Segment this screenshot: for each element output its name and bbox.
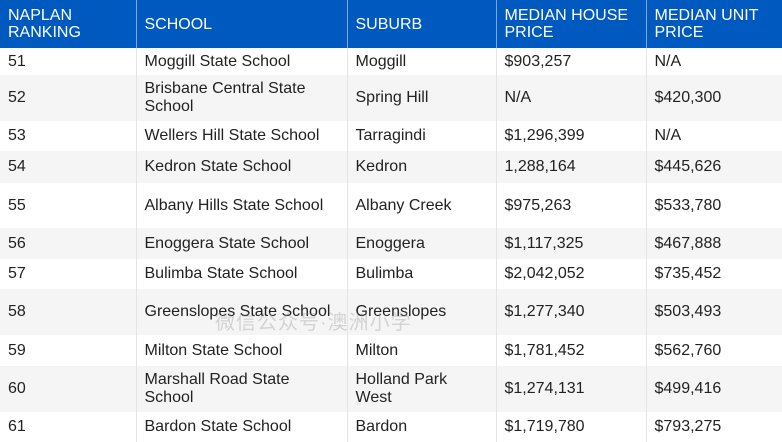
unit-price-cell: $445,626 [646,151,782,183]
unit-price-cell: $735,452 [646,259,782,289]
school-cell: Greenslopes State School [136,289,348,335]
table-row: 60 Marshall Road State School Holland Park… [0,366,782,412]
school-cell: Kedron State School [136,151,348,183]
school-cell: Brisbane Central State School [136,75,348,121]
house-price-cell: $1,296,399 [496,121,647,151]
table-row: 58 Greenslopes State School Greenslopes $1,… [0,289,782,335]
ranking-cell: 55 [0,183,137,228]
unit-price-cell: $467,888 [646,228,782,259]
table-row: 53 Wellers Hill State School Tarragindi $1,… [0,121,782,151]
header-suburb: SUBURB [347,0,497,48]
table-row: 51 Moggill State School Moggill $903,257 N/A [0,48,782,75]
table-row: 57 Bulimba State School Bulimba $2,042,052 $… [0,259,782,289]
school-cell: Bulimba State School [136,259,348,289]
house-price-cell: $1,117,325 [496,228,647,259]
ranking-cell: 53 [0,121,137,151]
school-cell: Moggill State School [136,48,348,75]
ranking-cell: 59 [0,335,137,366]
school-cell: Marshall Road State School [136,366,348,412]
school-cell: Wellers Hill State School [136,121,348,151]
school-cell: Milton State School [136,335,348,366]
header-school: SCHOOL [136,0,348,48]
unit-price-cell: $562,760 [646,335,782,366]
ranking-cell: 54 [0,151,137,183]
suburb-cell: Enoggera [347,228,497,259]
unit-price-cell: $793,275 [646,412,782,442]
header-median-unit-price: MEDIAN UNIT PRICE [646,0,782,48]
house-price-cell: $2,042,052 [496,259,647,289]
ranking-cell: 60 [0,366,137,412]
header-naplan-ranking: NAPLAN RANKING [0,0,137,48]
house-price-cell: $903,257 [496,48,647,75]
table-row: 56 Enoggera State School Enoggera $1,117,32… [0,228,782,259]
school-cell: Albany Hills State School [136,183,348,228]
suburb-cell: Milton [347,335,497,366]
suburb-cell: Tarragindi [347,121,497,151]
unit-price-cell: $503,493 [646,289,782,335]
suburb-cell: Spring Hill [347,75,497,121]
house-price-cell: N/A [496,75,647,121]
table-row: 52 Brisbane Central State School Spring Hi… [0,75,782,121]
house-price-cell: $1,277,340 [496,289,647,335]
unit-price-cell: $420,300 [646,75,782,121]
suburb-cell: Holland Park West [347,366,497,412]
suburb-cell: Albany Creek [347,183,497,228]
table-row: 59 Milton State School Milton $1,781,452 $56… [0,335,782,366]
header-median-house-price: MEDIAN HOUSE PRICE [496,0,647,48]
ranking-cell: 58 [0,289,137,335]
ranking-cell: 52 [0,75,137,121]
ranking-cell: 61 [0,412,137,442]
house-price-cell: $1,274,131 [496,366,647,412]
ranking-cell: 56 [0,228,137,259]
unit-price-cell: $533,780 [646,183,782,228]
house-price-cell: $1,781,452 [496,335,647,366]
house-price-cell: 1,288,164 [496,151,647,183]
suburb-cell: Greenslopes [347,289,497,335]
suburb-cell: Kedron [347,151,497,183]
header-row: NAPLAN RANKING SCHOOL SUBURB MEDIAN HOUSE P… [0,0,782,48]
table-row: 54 Kedron State School Kedron 1,288,164 $445… [0,151,782,183]
ranking-cell: 51 [0,48,137,75]
house-price-cell: $975,263 [496,183,647,228]
suburb-cell: Moggill [347,48,497,75]
suburb-cell: Bulimba [347,259,497,289]
suburb-cell: Bardon [347,412,497,442]
school-cell: Bardon State School [136,412,348,442]
school-cell: Enoggera State School [136,228,348,259]
table-row: 55 Albany Hills State School Albany Creek $… [0,183,782,228]
unit-price-cell: N/A [646,121,782,151]
table-row: 61 Bardon State School Bardon $1,719,780 $79… [0,412,782,442]
unit-price-cell: $499,416 [646,366,782,412]
ranking-cell: 57 [0,259,137,289]
house-price-cell: $1,719,780 [496,412,647,442]
unit-price-cell: N/A [646,48,782,75]
